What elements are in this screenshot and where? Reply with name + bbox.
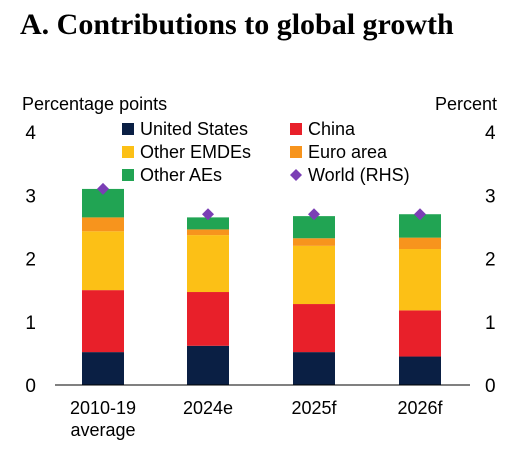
world-marker: [202, 208, 214, 221]
category-label: 2024e: [183, 398, 233, 418]
bar-segment-united-states: [187, 345, 229, 385]
bars: [82, 188, 441, 385]
legend-label-other-aes: Other AEs: [140, 165, 222, 185]
bar-segment-other-emdes: [82, 231, 124, 291]
bar-segment-other-emdes: [399, 249, 441, 311]
right-tick-label: 3: [485, 186, 496, 207]
legend-swatch-other-aes: [122, 169, 134, 181]
right-axis-ticks: 0 1 2 3 4: [485, 123, 496, 397]
left-tick-label: 1: [25, 313, 36, 334]
left-tick-label: 2: [25, 250, 36, 271]
bar-segment-euro-area: [293, 238, 335, 246]
bar-segment-other-emdes: [293, 245, 335, 305]
legend-swatch-other-emdes: [122, 146, 134, 158]
right-tick-label: 2: [485, 250, 496, 271]
bar-segment-china: [187, 292, 229, 346]
legend-swatch-united-states: [122, 123, 134, 135]
chart-title: A. Contributions to global growth: [20, 8, 454, 41]
legend-swatch-china: [290, 123, 302, 135]
legend-label-china: China: [308, 119, 356, 139]
right-tick-label: 0: [485, 376, 496, 397]
bar-segment-other-aes: [293, 216, 335, 239]
legend-label-other-emdes: Other EMDEs: [140, 142, 251, 162]
bar-segment-euro-area: [187, 229, 229, 236]
legend-label-euro-area: Euro area: [308, 142, 388, 162]
legend-swatch-world-rhs-: [290, 169, 302, 181]
left-tick-label: 4: [25, 123, 36, 144]
bar-segment-euro-area: [399, 237, 441, 250]
bar-segment-united-states: [399, 356, 441, 385]
bar-segment-other-aes: [187, 217, 229, 230]
right-tick-label: 1: [485, 313, 496, 334]
left-axis-label: Percentage points: [22, 94, 167, 114]
left-tick-label: 3: [25, 186, 36, 207]
bar-segment-united-states: [82, 352, 124, 385]
legend-label-world-rhs-: World (RHS): [308, 165, 410, 185]
legend-swatch-euro-area: [290, 146, 302, 158]
category-label: 2025f: [291, 398, 337, 418]
bar-segment-china: [82, 290, 124, 353]
world-marker: [97, 182, 109, 195]
right-axis-label: Percent: [435, 94, 497, 114]
right-tick-label: 4: [485, 123, 496, 144]
bar-segment-china: [293, 304, 335, 353]
left-tick-label: 0: [25, 376, 36, 397]
left-axis-ticks: 0 1 2 3 4: [25, 123, 36, 397]
bar-segment-united-states: [293, 352, 335, 385]
category-label: average: [70, 420, 135, 440]
bar-segment-other-emdes: [187, 235, 229, 293]
category-label: 2026f: [397, 398, 443, 418]
world-marker: [414, 208, 426, 221]
legend: United States China Other EMDEs Euro area Ot…: [122, 119, 410, 185]
bar-segment-euro-area: [82, 217, 124, 232]
world-marker: [308, 208, 320, 221]
legend-label-united-states: United States: [140, 119, 248, 139]
bar-segment-china: [399, 310, 441, 357]
bar-segment-other-aes: [399, 214, 441, 238]
world-markers: [97, 182, 426, 221]
category-label: 2010-19: [70, 398, 136, 418]
